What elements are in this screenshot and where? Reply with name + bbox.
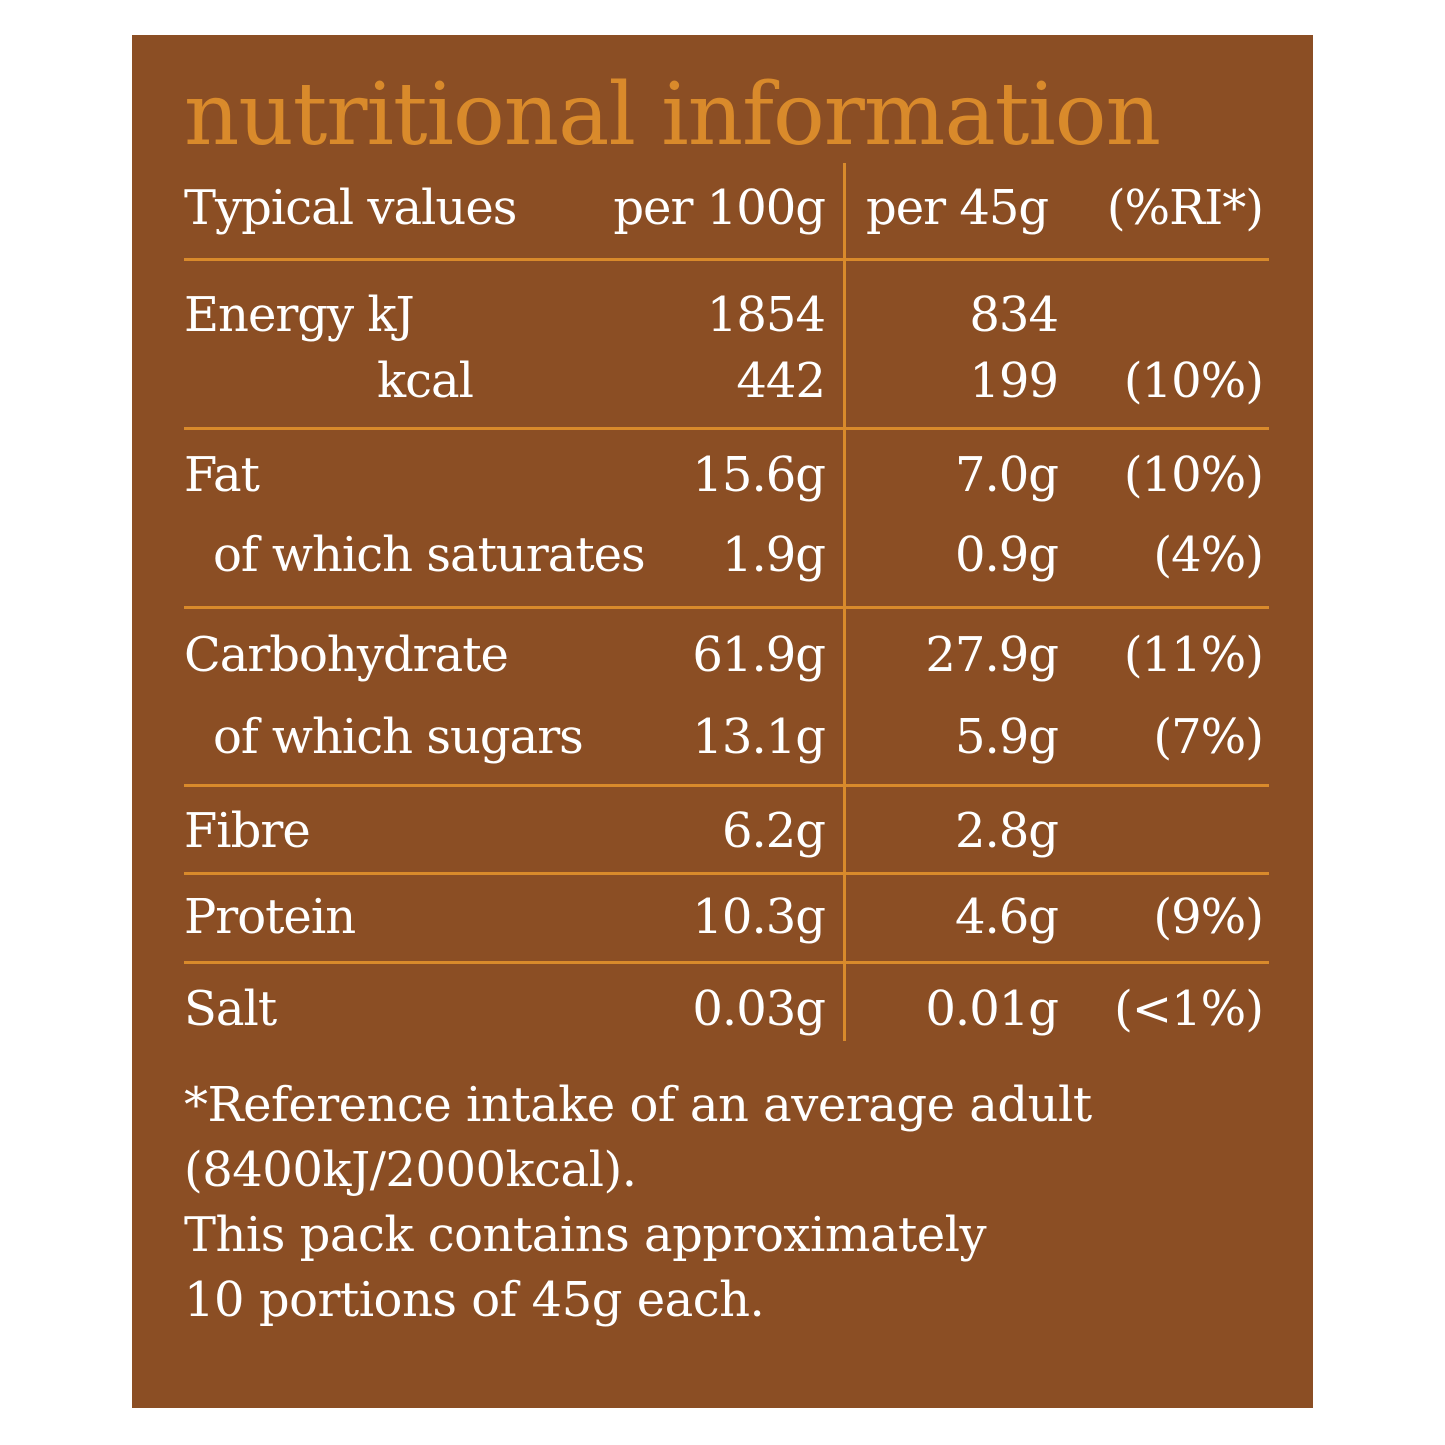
row-label: Fat — [184, 447, 260, 503]
footer-line: (8400kJ/2000kcal). — [184, 1142, 637, 1198]
row-per100: 15.6g — [692, 447, 826, 503]
row-per45: 2.8g — [954, 803, 1059, 859]
row-per100: 1.9g — [721, 527, 826, 583]
row-per100: 13.1g — [692, 709, 826, 765]
row-per100: 10.3g — [692, 889, 826, 945]
reference-note: *Reference intake of an average adult (8… — [184, 1073, 1092, 1333]
row-ri: (11%) — [1123, 627, 1264, 683]
footer-line: 10 portions of 45g each. — [184, 1272, 765, 1328]
row-label: Energy kJ — [184, 287, 415, 343]
row-ri: (<1%) — [1114, 981, 1264, 1037]
row-ri: (4%) — [1153, 527, 1264, 583]
row-ri: (9%) — [1153, 889, 1264, 945]
divider — [184, 427, 1269, 430]
column-divider — [843, 163, 846, 1041]
row-label: of which saturates — [213, 527, 646, 583]
row-per45: 4.6g — [954, 889, 1059, 945]
row-ri: (7%) — [1153, 709, 1264, 765]
row-per100: 6.2g — [721, 803, 826, 859]
footer-line: *Reference intake of an average adult — [184, 1077, 1092, 1133]
header-ri: (%RI*) — [1106, 180, 1264, 236]
divider — [184, 961, 1269, 964]
header-per45: per 45g — [866, 180, 1049, 236]
row-label: kcal — [377, 353, 474, 409]
row-per45: 0.9g — [954, 527, 1059, 583]
row-ri: (10%) — [1123, 447, 1264, 503]
row-ri: (10%) — [1123, 353, 1264, 409]
row-label: Fibre — [184, 803, 311, 859]
row-per45: 27.9g — [925, 627, 1059, 683]
row-per100: 442 — [736, 353, 826, 409]
row-per100: 0.03g — [692, 981, 826, 1037]
row-per45: 834 — [969, 287, 1059, 343]
row-per45: 5.9g — [954, 709, 1059, 765]
row-per45: 7.0g — [954, 447, 1059, 503]
row-label: of which sugars — [213, 709, 584, 765]
nutrition-panel: nutritional information Typical values p… — [132, 35, 1313, 1408]
header-label: Typical values — [184, 180, 517, 236]
divider — [184, 872, 1269, 875]
divider — [184, 606, 1269, 609]
row-per45: 199 — [969, 353, 1059, 409]
header-per100: per 100g — [613, 180, 826, 236]
row-label: Salt — [184, 981, 277, 1037]
row-label: Protein — [184, 889, 356, 945]
row-per100: 61.9g — [692, 627, 826, 683]
row-label: Carbohydrate — [184, 627, 509, 683]
divider — [184, 258, 1269, 261]
panel-title: nutritional information — [184, 65, 1161, 165]
divider — [184, 784, 1269, 787]
footer-line: This pack contains approximately — [184, 1207, 987, 1263]
row-per45: 0.01g — [925, 981, 1059, 1037]
row-per100: 1854 — [706, 287, 826, 343]
